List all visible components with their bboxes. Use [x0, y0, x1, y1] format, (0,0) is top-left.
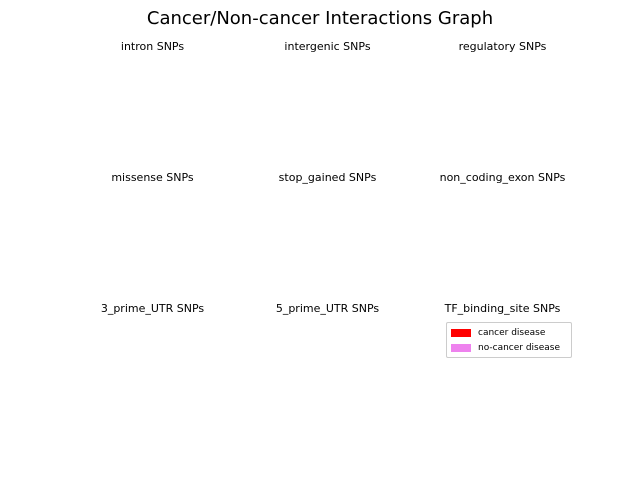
- figure-title: Cancer/Non-cancer Interactions Graph: [146, 8, 494, 29]
- panel-title: 3_prime_UTR SNPs: [100, 302, 205, 315]
- panel-title: stop_gained SNPs: [278, 171, 377, 184]
- pie-panel: regulatory SNPs: [415, 40, 590, 170]
- pie-panel: intergenic SNPs: [240, 40, 415, 170]
- panel-title: non_coding_exon SNPs: [439, 171, 566, 184]
- pie-panel: missense SNPs: [65, 171, 240, 301]
- legend: cancer disease no-cancer disease: [446, 322, 572, 358]
- pie-panel: stop_gained SNPs: [240, 171, 415, 301]
- legend-item-no-cancer: no-cancer disease: [451, 342, 560, 354]
- pie-panel: 5_prime_UTR SNPs: [240, 302, 415, 432]
- pie-panel: TF_binding_site SNPs: [415, 302, 590, 432]
- legend-label-cancer: cancer disease: [478, 328, 546, 338]
- legend-item-cancer: cancer disease: [451, 327, 545, 339]
- panel-title: missense SNPs: [111, 171, 194, 184]
- panel-title: intron SNPs: [120, 40, 185, 53]
- panel-title: 5_prime_UTR SNPs: [275, 302, 380, 315]
- panel-title: intergenic SNPs: [284, 40, 371, 53]
- legend-swatch-cancer: [451, 329, 471, 337]
- panel-title: regulatory SNPs: [458, 40, 547, 53]
- legend-label-no-cancer: no-cancer disease: [478, 343, 561, 353]
- pie-panel: 3_prime_UTR SNPs: [65, 302, 240, 432]
- panel-title: TF_binding_site SNPs: [444, 302, 561, 315]
- pie-panel: intron SNPs: [65, 40, 240, 170]
- pie-panel: non_coding_exon SNPs: [415, 171, 590, 301]
- legend-swatch-no-cancer: [451, 344, 471, 352]
